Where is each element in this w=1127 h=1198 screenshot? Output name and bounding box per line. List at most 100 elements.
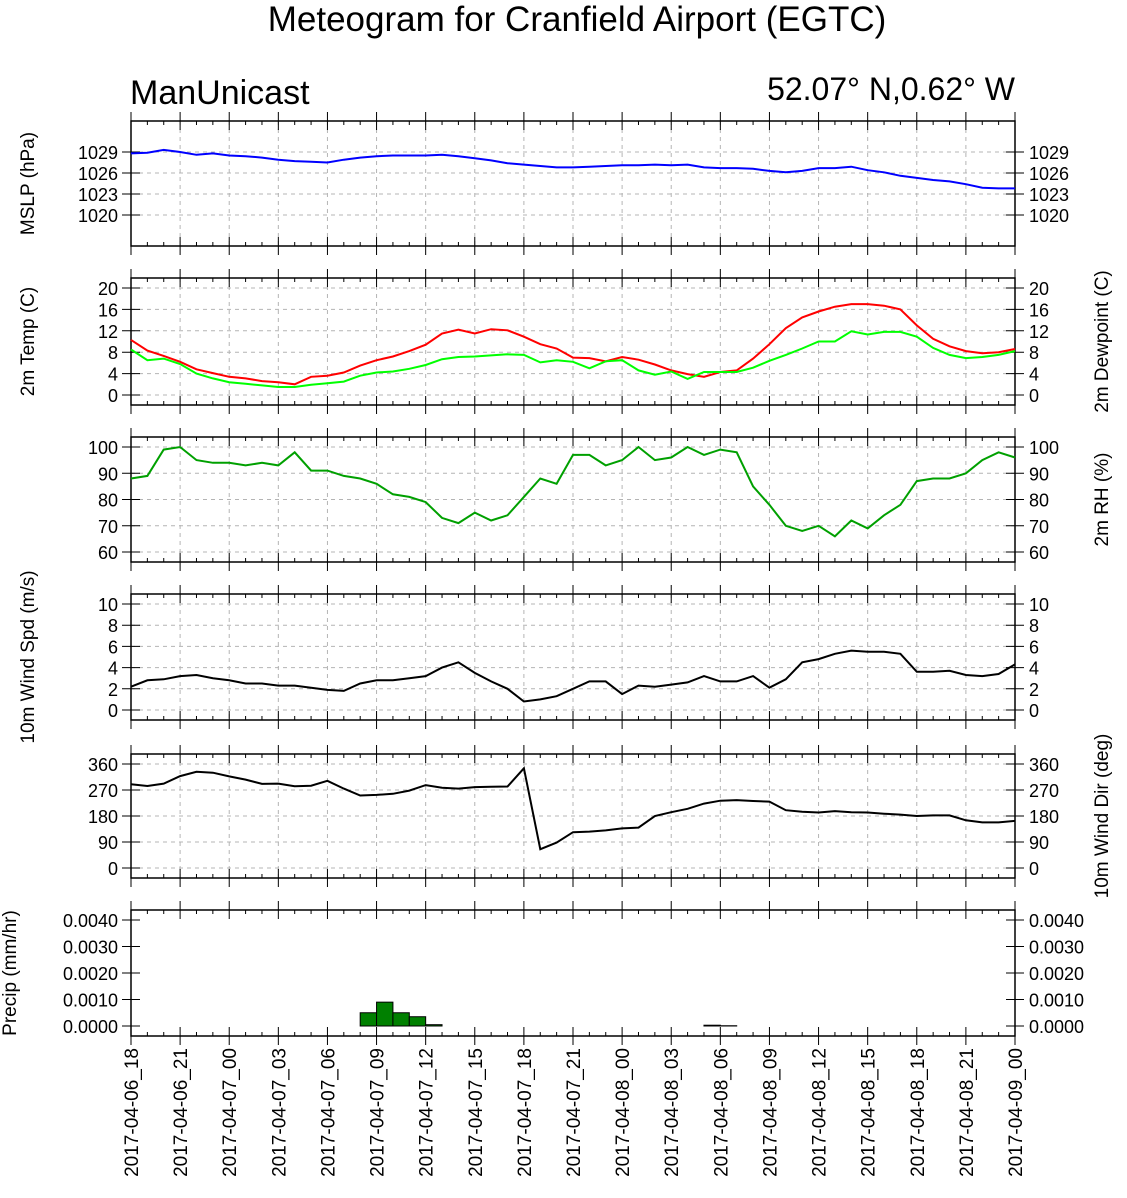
- y-tick-label-right: 0.0020: [1029, 964, 1084, 984]
- y-tick-label-left: 2: [108, 680, 118, 700]
- y-tick-label-right: 360: [1029, 755, 1059, 775]
- y-tick-label-right: 90: [1029, 833, 1049, 853]
- time-tick-label: 2017-04-07_21: [564, 1048, 585, 1177]
- time-tick-label: 2017-04-07_15: [466, 1048, 487, 1177]
- y-axis-title-right: 2m Dewpoint (C): [1092, 270, 1113, 413]
- y-axis-title-left: MSLP (hPa): [18, 132, 39, 235]
- precip-bar: [408, 1016, 427, 1027]
- y-tick-label-left: 0.0030: [63, 938, 118, 958]
- y-tick-label-left: 4: [108, 659, 118, 679]
- time-tick-label: 2017-04-08_15: [859, 1048, 880, 1177]
- y-tick-label-right: 6: [1029, 637, 1039, 657]
- time-tick-label: 2017-04-06_18: [122, 1048, 143, 1177]
- series-line-temp: [130, 303, 1016, 386]
- time-tick-label: 2017-04-09_00: [1006, 1048, 1027, 1177]
- y-tick-label-left: 6: [108, 637, 118, 657]
- y-tick-label-left: 16: [98, 300, 118, 320]
- y-tick-label-left: 8: [108, 616, 118, 636]
- time-tick-label: 2017-04-08_09: [760, 1048, 781, 1177]
- y-tick-label-left: 20: [98, 279, 118, 299]
- y-tick-label-right: 60: [1029, 543, 1049, 563]
- y-axis-title-left: 2m Temp (C): [18, 287, 39, 396]
- panel-precip: 0.0000 0.0000 0.0010 0.0010 0.0020 0.0020 0.00…: [0, 901, 1084, 1045]
- y-tick-label-left: 80: [98, 491, 118, 511]
- y-tick-label-right: 16: [1029, 300, 1049, 320]
- y-axis-title-right: 2m RH (%): [1092, 453, 1113, 547]
- y-tick-label-left: 1020: [78, 206, 118, 226]
- y-tick-label-left: 0: [108, 701, 118, 721]
- y-tick-label-right: 180: [1029, 807, 1059, 827]
- y-tick-label-right: 0.0040: [1029, 911, 1084, 931]
- precip-bar: [392, 1012, 410, 1027]
- time-tick-label: 2017-04-08_21: [957, 1048, 978, 1177]
- y-tick-label-left: 10: [98, 595, 118, 615]
- y-tick-label-right: 1026: [1029, 164, 1069, 184]
- y-tick-label-right: 4: [1029, 659, 1039, 679]
- series-line-wind_speed: [130, 649, 1016, 703]
- y-tick-label-left: 0.0000: [63, 1017, 118, 1037]
- y-tick-label-right: 1023: [1029, 185, 1069, 205]
- y-tick-label-right: 12: [1029, 322, 1049, 342]
- precip-bar: [425, 1024, 443, 1027]
- y-tick-label-right: 0: [1029, 386, 1039, 406]
- y-tick-label-right: 1020: [1029, 206, 1069, 226]
- time-tick-label: 2017-04-07_12: [417, 1048, 438, 1177]
- y-tick-label-left: 0.0040: [63, 911, 118, 931]
- panel-wind_dir: 0 0 90 90 180 180 270 270 360 360 10m Wind Dir (de…: [88, 734, 1113, 899]
- time-tick-label: 2017-04-08_00: [613, 1048, 634, 1177]
- y-tick-label-right: 0.0010: [1029, 991, 1084, 1011]
- time-tick-label: 2017-04-07_03: [269, 1048, 290, 1177]
- y-tick-label-left: 60: [98, 543, 118, 563]
- y-tick-label-left: 100: [88, 438, 118, 458]
- y-tick-label-right: 0.0030: [1029, 938, 1084, 958]
- panel-frame: [130, 909, 1016, 1037]
- time-tick-label: 2017-04-07_00: [220, 1048, 241, 1177]
- time-tick-label: 2017-04-08_06: [711, 1048, 732, 1177]
- time-tick-label: 2017-04-08_03: [662, 1048, 683, 1177]
- y-tick-label-right: 0: [1029, 701, 1039, 721]
- y-tick-label-left: 8: [108, 343, 118, 363]
- y-tick-label-left: 0: [108, 386, 118, 406]
- y-tick-label-right: 70: [1029, 517, 1049, 537]
- y-axis-title-left: Precip (mm/hr): [0, 910, 21, 1036]
- precip-bar: [703, 1024, 721, 1027]
- y-tick-label-left: 0: [108, 859, 118, 879]
- series-line-dewpoint: [130, 330, 1016, 388]
- y-tick-label-left: 90: [98, 833, 118, 853]
- y-tick-label-right: 2: [1029, 680, 1039, 700]
- time-axis: 2017-04-06_18 2017-04-06_21 2017-04-07_00 2…: [122, 1048, 1027, 1177]
- y-axis-title-right: 10m Wind Dir (deg): [1092, 734, 1113, 899]
- y-tick-label-right: 0.0000: [1029, 1017, 1084, 1037]
- y-tick-label-left: 90: [98, 464, 118, 484]
- model-label: ManUnicast: [130, 74, 310, 112]
- y-tick-label-left: 12: [98, 322, 118, 342]
- y-tick-label-left: 270: [88, 781, 118, 801]
- y-tick-label-right: 1029: [1029, 143, 1069, 163]
- y-tick-label-left: 360: [88, 755, 118, 775]
- y-tick-label-left: 1023: [78, 185, 118, 205]
- y-tick-label-right: 8: [1029, 616, 1039, 636]
- series-line-rh: [130, 445, 1016, 538]
- y-tick-label-right: 0: [1029, 859, 1039, 879]
- panel-rh: 60 60 70 70 80 80 90 90 100 100 2m RH (%): [88, 428, 1113, 571]
- y-tick-label-left: 180: [88, 807, 118, 827]
- y-tick-label-right: 80: [1029, 491, 1049, 511]
- y-tick-label-left: 0.0020: [63, 964, 118, 984]
- time-tick-label: 2017-04-07_18: [515, 1048, 536, 1177]
- y-tick-label-right: 20: [1029, 279, 1049, 299]
- y-tick-label-right: 10: [1029, 595, 1049, 615]
- y-tick-label-left: 0.0010: [63, 991, 118, 1011]
- y-tick-label-right: 4: [1029, 365, 1039, 385]
- y-tick-label-left: 4: [108, 365, 118, 385]
- y-tick-label-right: 90: [1029, 464, 1049, 484]
- y-tick-label-left: 70: [98, 517, 118, 537]
- series-line-wind_dir: [130, 766, 1016, 851]
- location-coordinates: 52.07° N,0.62° W: [767, 71, 1016, 107]
- y-tick-label-right: 8: [1029, 343, 1039, 363]
- chart-title: Meteogram for Cranfield Airport (EGTC): [268, 0, 887, 39]
- time-tick-label: 2017-04-08_18: [908, 1048, 929, 1177]
